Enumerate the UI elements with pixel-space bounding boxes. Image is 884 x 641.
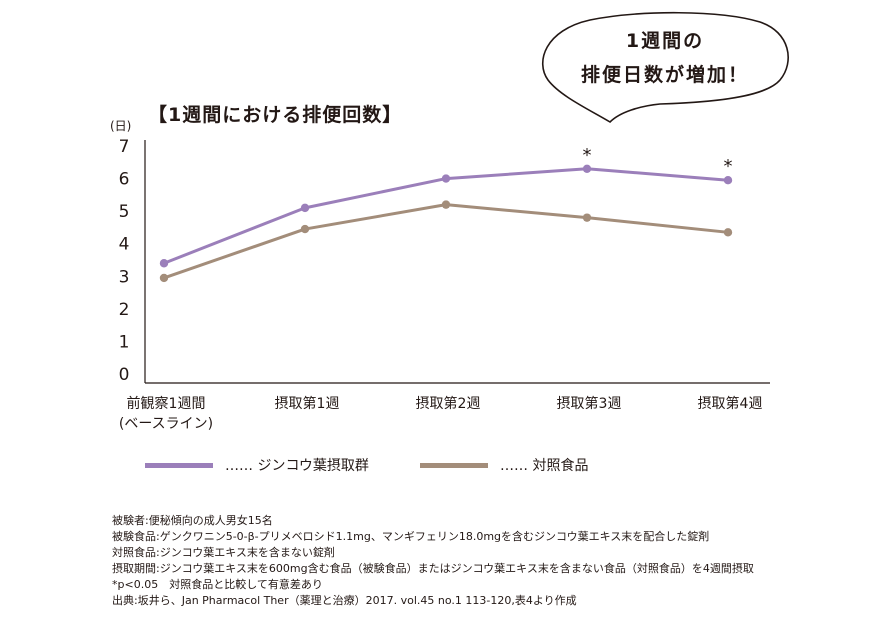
callout-line-2: 排便日数が増加！ bbox=[580, 64, 749, 86]
data-point-series-1 bbox=[723, 228, 733, 237]
y-tick-label: 1 bbox=[119, 332, 130, 352]
y-tick-label: 3 bbox=[119, 267, 130, 287]
note-significance: *p<0.05 対照食品と比較して有意差あり bbox=[112, 578, 323, 591]
speech-bubble bbox=[541, 11, 789, 124]
data-point-series-0 bbox=[300, 203, 310, 213]
data-point-series-1 bbox=[441, 200, 451, 209]
y-tick-label: 2 bbox=[119, 300, 130, 320]
note-test-food: 被験食品:ゲンクワニン5-0-β-プリメベロシド1.1mg、マンギフェリン18.… bbox=[112, 530, 710, 543]
data-point-series-1 bbox=[159, 273, 169, 283]
legend-label-control: …… 対照食品 bbox=[500, 458, 589, 474]
legend-swatch-control bbox=[420, 462, 488, 468]
y-tick-label: 5 bbox=[119, 202, 130, 222]
note-period: 摂取期間:ジンコウ葉エキス末を600mg含む食品（被験食品）またはジンコウ葉エキ… bbox=[112, 562, 754, 575]
legend-item-control: …… 対照食品 bbox=[420, 455, 588, 475]
data-point-series-0 bbox=[159, 259, 169, 268]
data-point-series-1 bbox=[300, 224, 310, 234]
x-tick-label: (ベースライン) bbox=[119, 416, 213, 432]
note-source: 出典:坂井ら、Jan Pharmacol Ther（薬理と治療）2017. vo… bbox=[112, 594, 577, 607]
chart-title: 【1週間における排便回数】 bbox=[148, 104, 403, 126]
x-tick-label: 摂取第3週 bbox=[557, 395, 622, 412]
footnotes: 被験者:便秘傾向の成人男女15名 被験食品:ゲンクワニン5-0-β-プリメベロシ… bbox=[112, 513, 754, 609]
x-tick-label: 摂取第4週 bbox=[698, 395, 763, 412]
legend-item-ginkou: …… ジンコウ葉摂取群 bbox=[145, 455, 369, 475]
callout-line-1: 1週間の bbox=[625, 30, 705, 52]
x-tick-label: 前観察1週間 bbox=[127, 395, 206, 412]
data-point-series-0 bbox=[582, 164, 592, 173]
significance-marker: * bbox=[583, 145, 592, 166]
x-tick-label: 摂取第2週 bbox=[416, 395, 481, 412]
legend-swatch-ginkou bbox=[145, 462, 213, 468]
data-point-series-1 bbox=[582, 213, 592, 222]
y-tick-label: 6 bbox=[119, 170, 130, 190]
y-tick-label: 4 bbox=[119, 235, 130, 255]
data-point-series-0 bbox=[441, 174, 451, 183]
y-axis-unit-label: (日) bbox=[110, 119, 131, 133]
significance-marker: * bbox=[724, 156, 733, 177]
legend-label-ginkou: …… ジンコウ葉摂取群 bbox=[225, 458, 369, 474]
series-line-1 bbox=[163, 203, 729, 280]
y-tick-label: 7 bbox=[119, 137, 130, 157]
callout-text: 1週間の 排便日数が増加！ bbox=[555, 24, 775, 92]
data-point-series-0 bbox=[723, 176, 733, 185]
note-subjects: 被験者:便秘傾向の成人男女15名 bbox=[112, 514, 273, 527]
note-control-food: 対照食品:ジンコウ葉エキス末を含まない錠剤 bbox=[112, 546, 335, 559]
y-tick-label: 0 bbox=[119, 365, 130, 385]
x-tick-label: 摂取第1週 bbox=[275, 395, 340, 412]
